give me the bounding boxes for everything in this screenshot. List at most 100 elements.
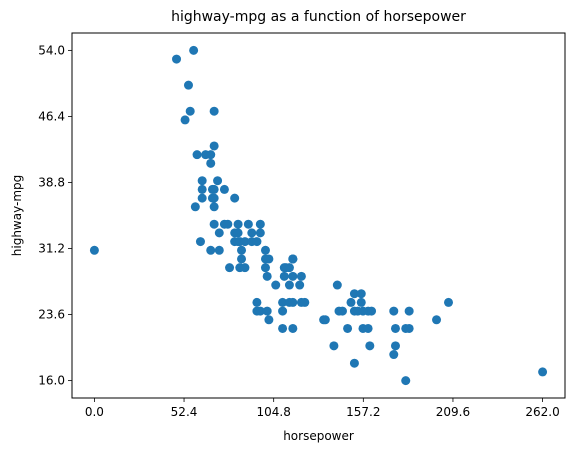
data-point [262,271,272,281]
data-point [233,219,243,229]
data-point [209,193,219,203]
data-point [209,184,219,194]
data-point [367,306,377,316]
data-point [240,237,250,247]
data-point [243,219,253,229]
x-tick-label: 0.0 [85,405,104,419]
data-point [260,245,270,255]
data-point [255,219,265,229]
data-point [233,228,243,238]
data-point [300,297,310,307]
data-point [172,54,182,64]
data-point [214,245,224,255]
chart-title: highway-mpg as a function of horsepower [171,9,466,25]
data-point [349,289,359,299]
data-point [209,106,219,116]
data-point [206,158,216,168]
data-point [389,350,399,360]
data-point [356,289,366,299]
data-point [197,184,207,194]
data-point [237,254,247,264]
data-point [288,254,298,264]
data-point [209,141,219,151]
data-point [279,271,289,281]
y-tick-label: 23.6 [38,308,65,322]
data-point [185,106,195,116]
data-point [237,245,247,255]
data-point [320,315,330,325]
data-point [214,228,224,238]
data-point [332,280,342,290]
data-point [271,280,281,290]
data-point [356,297,366,307]
data-point [346,297,356,307]
data-point [262,306,272,316]
data-point [247,228,257,238]
data-point [240,263,250,273]
data-point [295,280,305,290]
y-axis-label: highway-mpg [10,175,24,256]
data-point [206,150,216,160]
data-point [206,245,216,255]
points-layer [89,45,548,386]
y-tick-label: 16.0 [38,374,65,388]
data-point [337,306,347,316]
data-point [223,219,233,229]
data-point [329,341,339,351]
data-point [389,306,399,316]
data-point [432,315,442,325]
y-axis-ticks: 16.0 23.6 31.2 38.8 46.4 54.0 [38,43,72,388]
data-point [538,367,548,377]
data-point [284,263,294,273]
data-point [296,271,306,281]
data-point [349,358,359,368]
data-point [195,237,205,247]
data-point [219,184,229,194]
x-tick-label: 209.6 [436,405,470,419]
data-point [190,202,200,212]
data-point [183,80,193,90]
data-point [264,254,274,264]
data-point [444,297,454,307]
data-point [230,193,240,203]
data-point [89,245,99,255]
x-axis-ticks: 0.0 52.4 104.8 157.2 209.6 262.0 [85,398,560,419]
x-tick-label: 104.8 [257,405,291,419]
data-point [404,323,414,333]
data-point [180,115,190,125]
data-point [197,193,207,203]
x-axis-label: horsepower [283,429,354,443]
data-point [264,315,274,325]
data-point [401,376,411,386]
y-tick-label: 31.2 [38,242,65,256]
data-point [255,306,265,316]
data-point [252,297,262,307]
data-point [278,306,288,316]
x-tick-label: 157.2 [346,405,380,419]
data-point [343,323,353,333]
data-point [252,237,262,247]
data-point [209,202,219,212]
data-point [278,323,288,333]
data-point [365,341,375,351]
data-point [288,323,298,333]
data-point [278,297,288,307]
y-tick-label: 54.0 [38,43,65,57]
data-point [213,176,223,186]
data-point [260,263,270,273]
data-point [284,280,294,290]
data-point [209,219,219,229]
data-point [288,271,298,281]
data-point [404,306,414,316]
x-tick-label: 52.4 [171,405,198,419]
plot-frame [71,32,566,399]
data-point [390,323,400,333]
x-tick-label: 262.0 [525,405,559,419]
data-point [390,341,400,351]
data-point [255,228,265,238]
data-point [197,176,207,186]
data-point [192,150,202,160]
data-point [189,45,199,55]
